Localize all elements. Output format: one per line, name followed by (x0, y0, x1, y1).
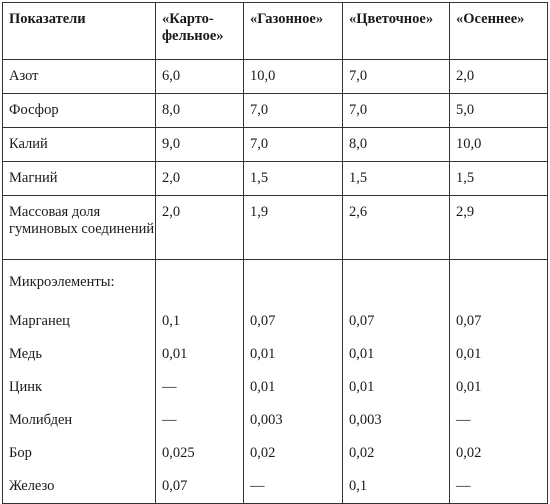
table-cell: 9,0 (155, 127, 244, 162)
table-cell: — (449, 470, 548, 504)
table-cell: 0,07 (342, 305, 450, 338)
table-cell: 2,0 (155, 195, 244, 260)
table-row: Бор 0,025 0,02 0,02 0,02 (2, 437, 548, 470)
row-label: Молибден (2, 404, 156, 437)
table-cell: 0,07 (243, 305, 343, 338)
micro-title-row: Микроэлементы: (2, 259, 548, 305)
row-label: Железо (2, 470, 156, 504)
row-label: Азот (2, 59, 156, 94)
table-cell: 0,003 (243, 404, 343, 437)
header-cell: «Газонное» (243, 2, 343, 60)
table-cell: 2,6 (342, 195, 450, 260)
row-label: Калий (2, 127, 156, 162)
row-label: Магний (2, 161, 156, 196)
table-cell: 0,01 (342, 371, 450, 404)
table-cell: — (155, 404, 244, 437)
row-label: Массовая доля гуминовых соединений (2, 195, 156, 260)
table-cell: 2,9 (449, 195, 548, 260)
table-row: Магний 2,0 1,5 1,5 1,5 (2, 161, 548, 196)
table-cell: 8,0 (155, 93, 244, 128)
table-row: Цинк — 0,01 0,01 0,01 (2, 371, 548, 404)
table-row: Медь 0,01 0,01 0,01 0,01 (2, 338, 548, 371)
table-cell: — (155, 371, 244, 404)
table-cell: 0,01 (155, 338, 244, 371)
table-cell: 6,0 (155, 59, 244, 94)
table-row: Азот 6,0 10,0 7,0 2,0 (2, 59, 548, 94)
table-cell: 0,02 (449, 437, 548, 470)
table-cell: 2,0 (449, 59, 548, 94)
row-label: Медь (2, 338, 156, 371)
table-cell: 0,025 (155, 437, 244, 470)
table-cell: 5,0 (449, 93, 548, 128)
header-cell: «Цветочное» (342, 2, 450, 60)
table-row: Марганец 0,1 0,07 0,07 0,07 (2, 305, 548, 338)
table-cell: 2,0 (155, 161, 244, 196)
table-cell: 7,0 (342, 93, 450, 128)
table-cell: 1,9 (243, 195, 343, 260)
table-cell: 7,0 (243, 127, 343, 162)
table-cell: 0,01 (449, 338, 548, 371)
table-row: Массовая доля гуминовых соединений 2,0 1… (2, 195, 548, 260)
table-cell: 1,5 (449, 161, 548, 196)
table-cell: 0,1 (342, 470, 450, 504)
table-cell: 7,0 (243, 93, 343, 128)
row-label: Фосфор (2, 93, 156, 128)
table-row: Фосфор 8,0 7,0 7,0 5,0 (2, 93, 548, 128)
table-cell: 0,1 (155, 305, 244, 338)
table-cell: 8,0 (342, 127, 450, 162)
row-label: Бор (2, 437, 156, 470)
table-cell: 1,5 (342, 161, 450, 196)
table-cell: — (449, 404, 548, 437)
row-label: Марганец (2, 305, 156, 338)
table-cell: 0,02 (243, 437, 343, 470)
table-cell: 10,0 (243, 59, 343, 94)
table-cell: 0,003 (342, 404, 450, 437)
header-row: Показатели «Карто-фельное» «Газонное» «Ц… (2, 2, 548, 60)
row-label: Цинк (2, 371, 156, 404)
table-cell: 0,01 (243, 338, 343, 371)
table-cell: 0,02 (342, 437, 450, 470)
header-cell: «Осеннее» (449, 2, 548, 60)
table-cell: 0,01 (449, 371, 548, 404)
table-cell: 0,01 (243, 371, 343, 404)
table-row: Калий 9,0 7,0 8,0 10,0 (2, 127, 548, 162)
table-cell: 7,0 (342, 59, 450, 94)
header-cell: «Карто-фельное» (155, 2, 244, 60)
table-cell: 0,01 (342, 338, 450, 371)
table-cell: — (243, 470, 343, 504)
table-cell: 0,07 (155, 470, 244, 504)
table-cell: 1,5 (243, 161, 343, 196)
header-cell: Показатели (2, 2, 156, 60)
table-cell: 0,07 (449, 305, 548, 338)
table-row: Железо 0,07 — 0,1 — (2, 470, 548, 504)
micro-title: Микроэлементы: (2, 259, 156, 305)
table-cell: 10,0 (449, 127, 548, 162)
table-row: Молибден — 0,003 0,003 — (2, 404, 548, 437)
